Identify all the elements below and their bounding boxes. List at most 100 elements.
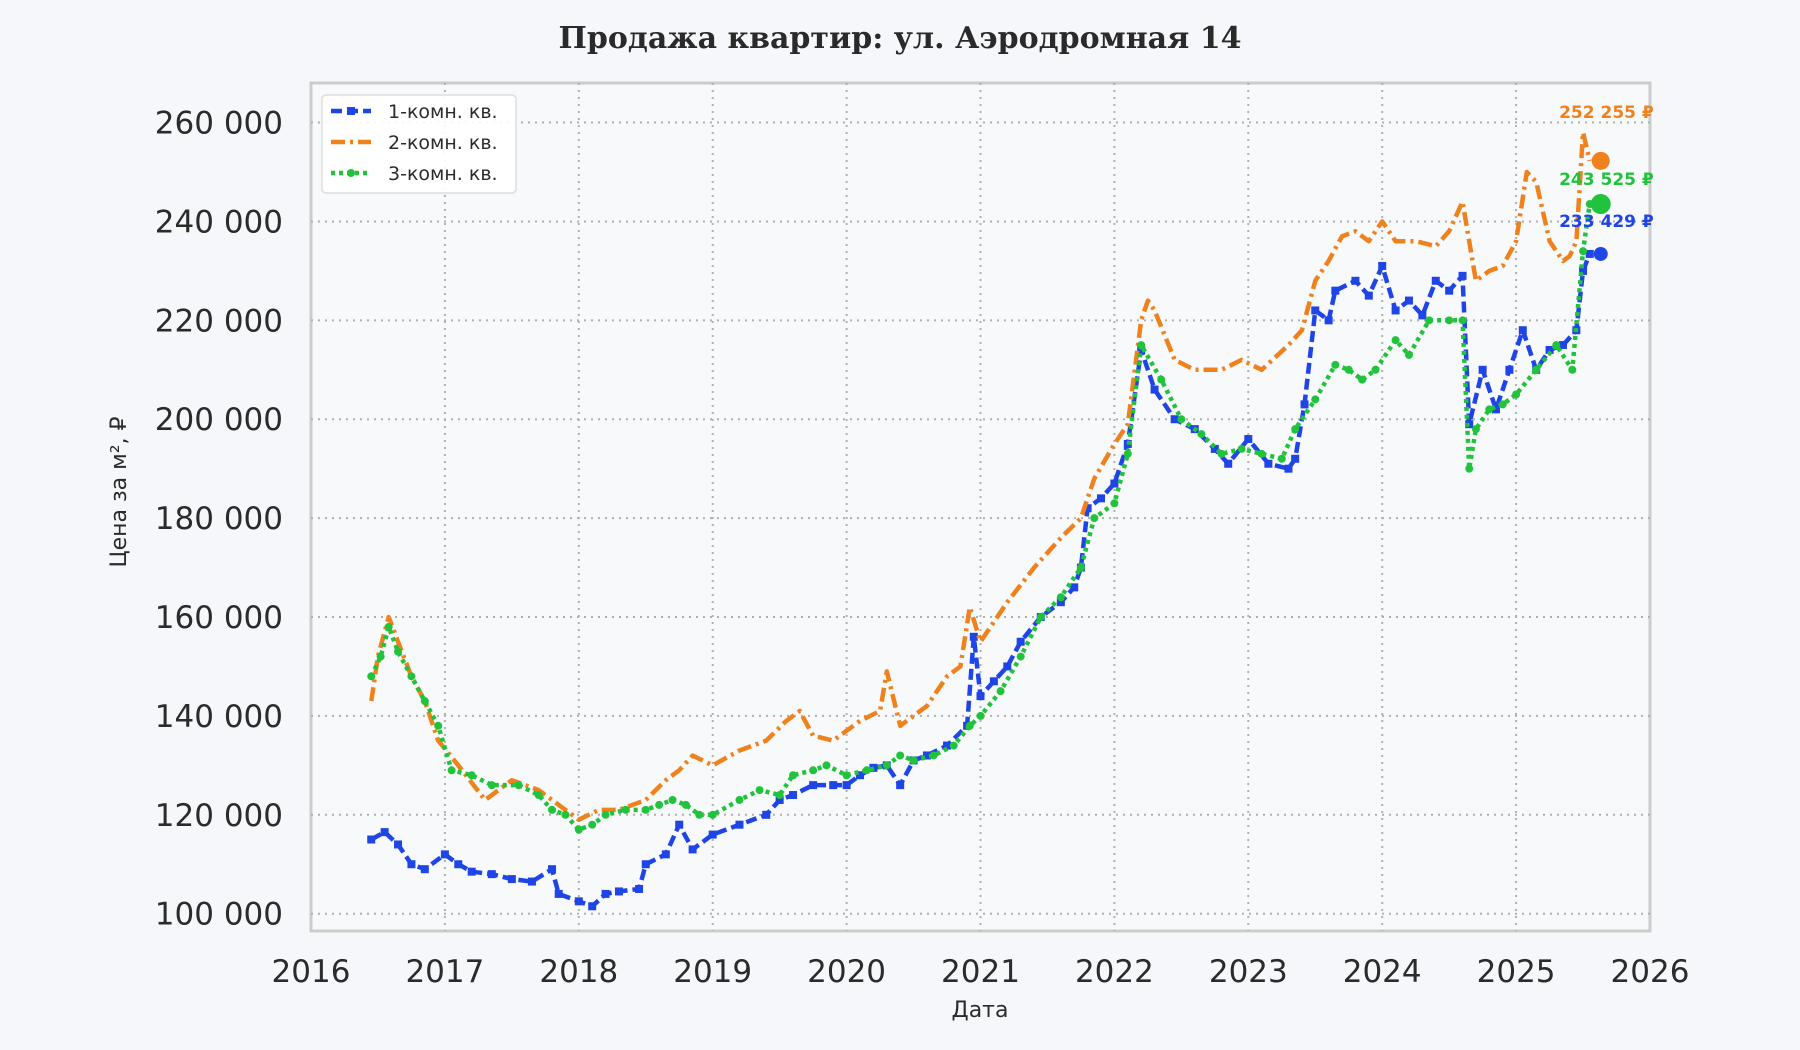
data-point (708, 830, 717, 839)
data-point (407, 672, 416, 681)
data-point (1224, 459, 1233, 468)
data-point (1351, 276, 1360, 285)
data-point (1331, 360, 1340, 369)
data-point (1300, 400, 1309, 409)
data-point (1056, 593, 1065, 602)
data-point (601, 889, 610, 898)
data-point (1425, 316, 1434, 325)
data-point (668, 795, 677, 804)
series-line-3-комн-кв (369, 203, 1592, 832)
y-tick-label: 180 000 (155, 501, 283, 537)
data-point (1137, 341, 1146, 350)
data-point (1471, 425, 1480, 434)
data-point (822, 761, 831, 770)
data-point (1324, 316, 1333, 325)
data-point (574, 825, 583, 834)
data-point (588, 902, 597, 911)
data-point (929, 751, 938, 760)
data-point (440, 850, 449, 859)
data-point (842, 781, 851, 790)
x-tick-label: 2026 (1611, 954, 1690, 990)
data-point (1445, 316, 1454, 325)
legend-box (321, 94, 517, 194)
x-tick-label: 2022 (1075, 954, 1154, 990)
data-point (1177, 415, 1186, 424)
data-point (1465, 464, 1474, 473)
data-point (1170, 415, 1179, 424)
data-point (681, 800, 690, 809)
data-point (855, 771, 864, 780)
data-point (380, 828, 389, 837)
y-tick-label: 260 000 (155, 106, 283, 142)
data-point (1558, 341, 1567, 350)
data-point (467, 867, 476, 876)
data-point (1311, 306, 1320, 315)
y-tick-label: 120 000 (155, 798, 283, 834)
legend-label: 1-комн. кв. (388, 101, 498, 123)
data-point (1284, 464, 1293, 473)
data-point (762, 810, 771, 819)
data-point (1257, 449, 1266, 458)
data-point (1110, 479, 1119, 488)
data-point (1532, 365, 1541, 374)
end-marker-2-комн-кв (1591, 151, 1610, 170)
x-tick-label: 2018 (539, 954, 618, 990)
data-point (614, 887, 623, 896)
data-point (1264, 459, 1273, 468)
data-point (367, 835, 376, 844)
legend-item-2-комн-кв: 2-комн. кв. (331, 132, 498, 154)
data-point (1137, 346, 1146, 355)
data-point (1545, 346, 1554, 355)
y-tick-label: 220 000 (155, 303, 283, 339)
end-value-label-1-комн-кв: 233 429 ₽ (1559, 212, 1654, 232)
data-point (735, 820, 744, 829)
data-point (1552, 341, 1561, 350)
data-point (976, 692, 985, 701)
data-point (969, 632, 978, 641)
x-tick-label: 2024 (1343, 954, 1422, 990)
data-point (1076, 563, 1085, 572)
end-value-label-3-комн-кв: 243 525 ₽ (1559, 170, 1654, 190)
data-point (1311, 395, 1320, 404)
data-point (1344, 365, 1353, 374)
data-point (1404, 350, 1413, 359)
data-point (922, 751, 931, 760)
data-point (1391, 336, 1400, 345)
data-point (829, 781, 838, 790)
legend-marker (347, 169, 355, 177)
data-point (896, 751, 905, 760)
data-point (1210, 444, 1219, 453)
y-tick-label: 240 000 (155, 204, 283, 240)
data-point (1445, 286, 1454, 295)
data-point (943, 741, 952, 750)
data-point (1150, 385, 1159, 394)
data-point (1237, 444, 1246, 453)
data-point (735, 795, 744, 804)
data-point (708, 810, 717, 819)
data-point (1197, 430, 1206, 439)
endpoint-labels: 233 429 ₽ 252 255 ₽ 243 525 ₽ (1559, 103, 1654, 261)
data-point (1498, 400, 1507, 409)
data-point (882, 761, 891, 770)
data-point (1291, 454, 1300, 463)
data-point (1458, 316, 1467, 325)
data-point (688, 845, 697, 854)
y-tick-label: 200 000 (155, 402, 283, 438)
y-tick-label: 140 000 (155, 699, 283, 735)
data-point (1244, 435, 1253, 444)
data-point (1579, 266, 1588, 275)
legend-label: 2-комн. кв. (388, 132, 498, 154)
data-point (1371, 365, 1380, 374)
data-point (434, 721, 443, 730)
y-tick-label: 100 000 (155, 897, 283, 933)
data-point (976, 711, 985, 720)
data-point (1083, 504, 1092, 513)
end-marker-1-комн-кв (1593, 246, 1608, 261)
data-point (1291, 425, 1300, 434)
data-point (775, 795, 784, 804)
data-point (1110, 499, 1119, 508)
data-point (487, 870, 496, 879)
series-line-2-комн-кв (369, 130, 1592, 822)
data-point (989, 677, 998, 686)
data-point (1585, 249, 1594, 258)
